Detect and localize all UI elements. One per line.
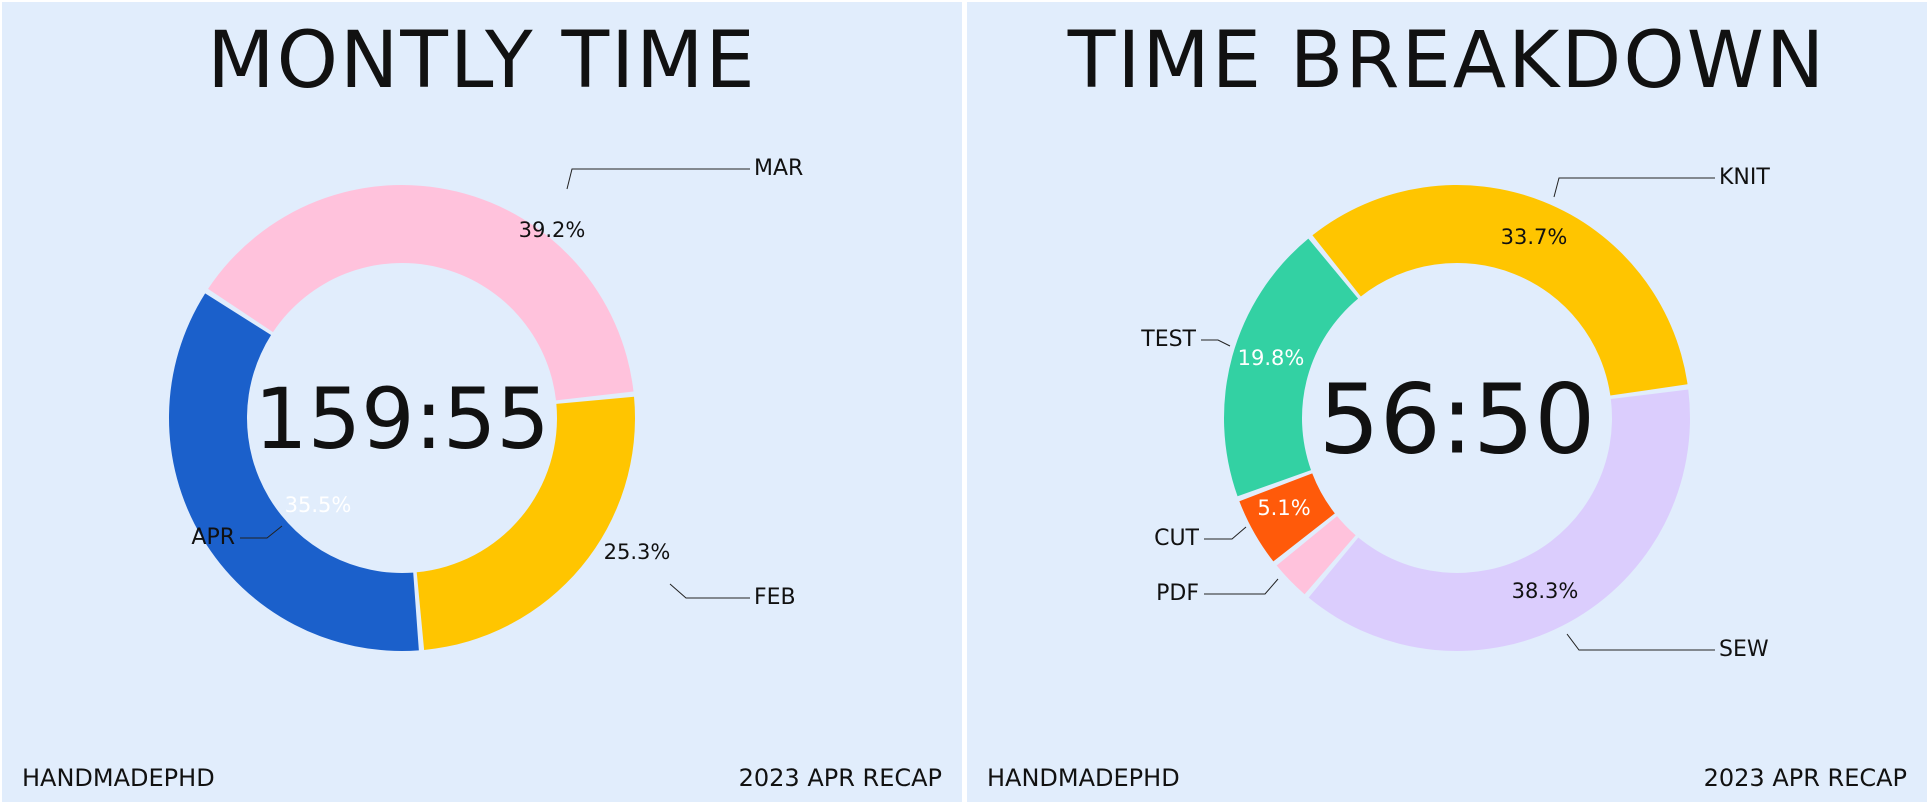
time-breakdown-panel: TIME BREAKDOWN KNIT 33.7% SEW 38.3% PDF CUT 5.… xyxy=(967,2,1927,802)
time-breakdown-donut-chart: KNIT 33.7% SEW 38.3% PDF CUT 5.1% TEST 19.8% 56:5… xyxy=(1140,165,1770,662)
footer-brand: HANDMADEPHD xyxy=(22,764,215,792)
slice-cut xyxy=(1239,473,1335,562)
leader-line-mar xyxy=(566,168,750,190)
chart-title: TIME BREAKDOWN xyxy=(1067,16,1827,106)
slice-label-sew: SEW xyxy=(1719,637,1769,662)
slice-label-mar: MAR xyxy=(754,156,803,181)
slice-label-cut: CUT xyxy=(1154,526,1199,551)
chart-title: MONTLY TIME xyxy=(207,16,757,106)
footer-recap: 2023 APR RECAP xyxy=(1703,764,1907,792)
footer-brand: HANDMADEPHD xyxy=(987,764,1180,792)
leader-line-cut xyxy=(1204,526,1247,540)
leader-line-sew xyxy=(1566,633,1715,651)
monthly-time-panel: MONTLY TIME MAR 39.2% FEB 25.3% APR 35.5% 159:… xyxy=(2,2,962,802)
value-label-sew: 38.3% xyxy=(1512,579,1579,603)
monthly-time-donut-chart: MAR 39.2% FEB 25.3% APR 35.5% 159:55 xyxy=(169,156,803,651)
leader-line-test xyxy=(1201,339,1231,347)
value-label-knit: 33.7% xyxy=(1501,225,1568,249)
slice-mar xyxy=(208,185,634,401)
center-total-text: 159:55 xyxy=(254,370,550,468)
slice-pdf xyxy=(1276,516,1356,595)
slice-sew xyxy=(1308,389,1690,651)
slice-feb xyxy=(416,396,635,650)
footer-recap: 2023 APR RECAP xyxy=(738,764,942,792)
leader-line-feb xyxy=(669,583,750,599)
value-label-test: 19.8% xyxy=(1238,346,1305,370)
slice-test xyxy=(1224,238,1359,497)
value-label-cut: 5.1% xyxy=(1257,496,1310,520)
value-label-apr: 35.5% xyxy=(285,493,352,517)
slice-label-test: TEST xyxy=(1140,327,1196,352)
center-total-text: 56:50 xyxy=(1319,364,1596,476)
slice-label-feb: FEB xyxy=(754,585,796,610)
slice-label-apr: APR xyxy=(191,525,235,550)
value-label-mar: 39.2% xyxy=(519,218,586,242)
slice-knit xyxy=(1312,185,1688,396)
value-label-feb: 25.3% xyxy=(604,540,671,564)
slice-label-pdf: PDF xyxy=(1156,581,1199,606)
slice-apr xyxy=(169,293,419,651)
leader-line-knit xyxy=(1553,177,1715,198)
leader-line-pdf xyxy=(1204,578,1279,595)
slice-label-knit: KNIT xyxy=(1719,165,1770,190)
leader-line-apr xyxy=(240,525,283,539)
